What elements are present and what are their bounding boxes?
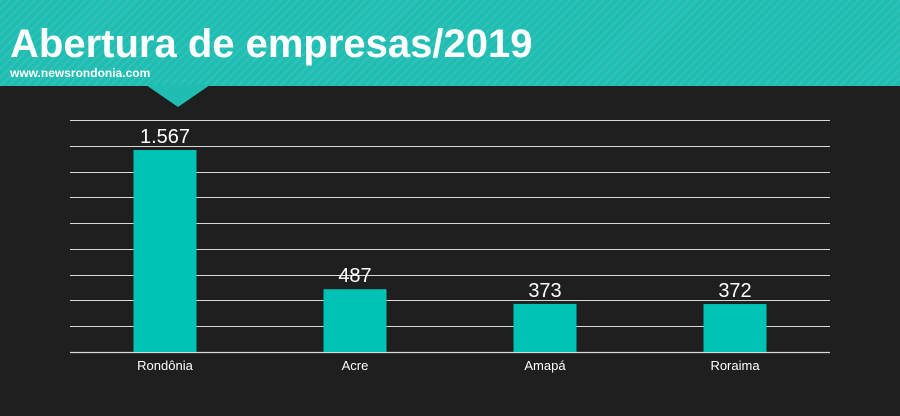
page-title: Abertura de empresas/2019 [10,22,533,66]
header-banner: Abertura de empresas/2019 www.newsrondon… [0,0,900,86]
category-label: Acre [342,358,369,373]
bar-0 [133,150,197,352]
bars [133,150,767,352]
data-label: 372 [718,280,751,302]
header-pointer [146,85,210,107]
bar-2 [513,303,577,352]
bar-1 [323,289,387,352]
grid-lines [70,120,830,354]
bar-3 [703,304,767,352]
category-label: Roraima [710,358,760,373]
category-label: Amapá [524,358,566,373]
data-label: 487 [338,265,371,287]
data-label: 373 [528,280,561,302]
data-labels: 1.567 487 373 372 [140,126,752,302]
source-url: www.newsrondonia.com [10,66,151,80]
category-label: Rondônia [137,358,193,373]
data-label: 1.567 [140,126,190,148]
category-labels: Rondônia Acre Amapá Roraima [137,358,760,373]
